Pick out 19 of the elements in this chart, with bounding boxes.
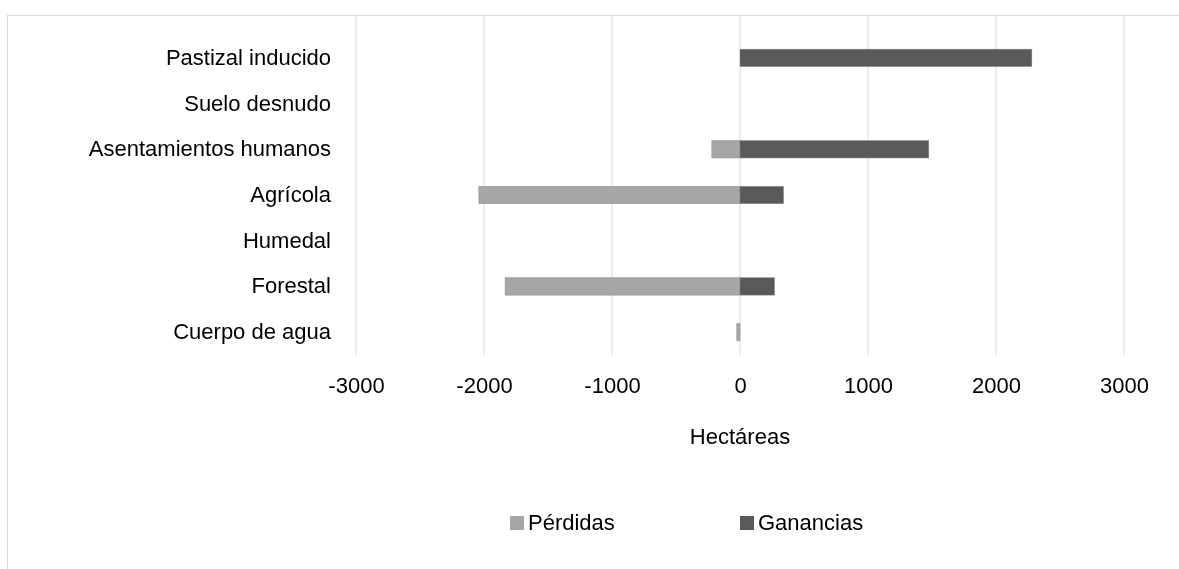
y-tick-label: Suelo desnudo [184,90,331,116]
y-tick-label: Forestal [251,273,331,299]
bar [739,48,1033,67]
y-tick-label: Agrícola [250,182,332,208]
x-axis-title: Hectáreas [689,424,791,449]
x-tick-label: 2000 [972,372,1021,398]
legend-label: Pérdidas [528,510,615,535]
y-tick-label: Cuerpo de agua [173,319,332,345]
bar [736,323,741,342]
x-tick-label: 1000 [844,372,893,398]
legend-label: Ganancias [758,510,864,535]
y-tick-label: Pastizal inducido [165,44,331,70]
y-tick-label: Humedal [242,227,331,253]
x-tick-label: -3000 [328,372,385,398]
x-tick-label: 3000 [1100,372,1149,398]
x-tick-label: -2000 [456,372,513,398]
x-tick-label: 0 [734,372,747,398]
x-tick-label: -1000 [584,372,641,398]
y-tick-label: Asentamientos humanos [88,136,331,162]
